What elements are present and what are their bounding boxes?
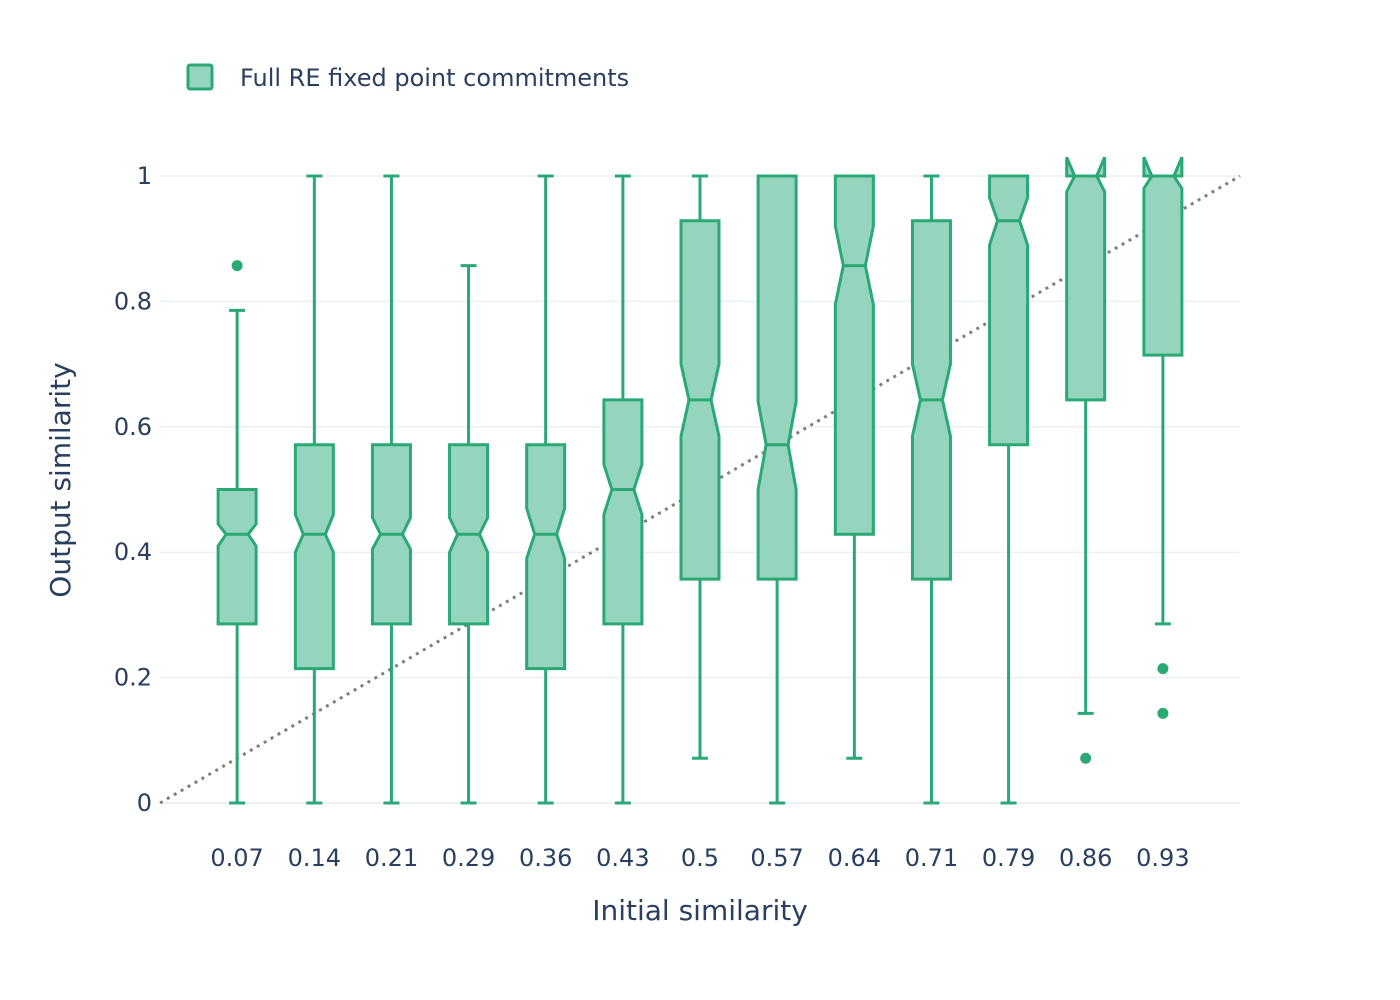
outlier-point [1157,663,1169,675]
y-tick-label: 0.4 [114,538,152,566]
x-tick-label: 0.86 [1059,844,1112,872]
y-tick-label: 0.6 [114,413,152,441]
box-body [602,398,644,626]
box-group [988,174,1030,805]
outlier-point [1080,752,1092,764]
x-tick-label: 0.57 [750,844,803,872]
box-group [370,174,412,805]
x-tick-label: 0.71 [905,844,958,872]
y-tick-label: 0.2 [114,664,152,692]
box-body [1142,156,1184,357]
x-tick-label: 0.14 [288,844,341,872]
box-body [756,174,798,581]
x-tick-label: 0.64 [828,844,881,872]
box-group [448,264,490,805]
outlier-point [231,260,243,272]
x-tick-label: 0.36 [519,844,572,872]
box-group [1142,156,1184,719]
boxes-layer [216,156,1184,805]
x-tick-label: 0.21 [365,844,418,872]
legend-label[interactable]: Full RE fixed point commitments [240,64,629,92]
x-tick-label: 0.07 [210,844,263,872]
x-tick-label: 0.93 [1136,844,1189,872]
outlier-point [1157,707,1169,719]
box-group [525,174,567,805]
x-axis-title: Initial similarity [592,894,808,927]
box-group [756,174,798,805]
x-tick-label: 0.43 [596,844,649,872]
box-group [833,174,875,760]
box-body [525,443,567,671]
box-group [216,260,258,805]
y-tick-label: 1 [137,162,152,190]
box-group [910,174,952,805]
y-axis-title: Output similarity [44,362,77,597]
box-body [833,174,875,536]
box-group [602,174,644,805]
legend[interactable]: Full RE fixed point commitments [186,63,629,92]
y-tick-label: 0 [137,789,152,817]
x-tick-label: 0.5 [681,844,719,872]
box-body [216,488,258,626]
box-body [988,174,1030,447]
x-tick-label: 0.29 [442,844,495,872]
y-axis-ticks: 0 0.2 0.4 0.6 0.8 1 [114,162,152,817]
box-group [1065,156,1107,764]
box-group [679,174,721,760]
box-group [293,174,335,805]
box-body [293,443,335,671]
x-tick-label: 0.79 [982,844,1035,872]
legend-swatch[interactable] [186,63,214,91]
y-tick-label: 0.8 [114,287,152,315]
box-body [1065,156,1107,402]
x-axis-ticks: 0.07 0.14 0.21 0.29 0.36 0.43 0.5 0.57 0.64 0.71 0… [210,844,1189,872]
